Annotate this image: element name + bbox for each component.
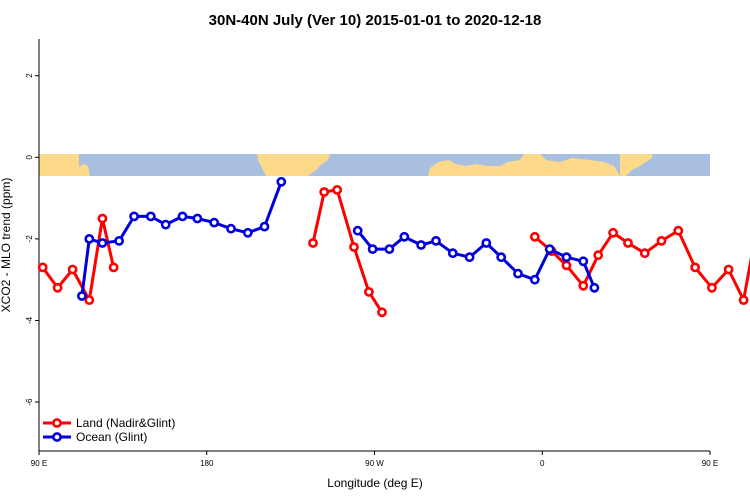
series-ocean-point: [114, 235, 124, 246]
map-land-right-edge: [620, 154, 652, 176]
series-land-point: [639, 248, 650, 259]
series-land-point: [97, 213, 108, 224]
y-axis-ticks: 2 0 -2 -4 -6: [25, 73, 39, 406]
series-land-point: [377, 307, 387, 318]
series-land-point: [67, 264, 78, 275]
series-ocean-line: [356, 229, 596, 289]
series-land-point: [108, 262, 119, 273]
series-ocean-point: [97, 238, 108, 248]
series-ocean-point: [352, 225, 363, 236]
series-ocean-point: [447, 248, 458, 259]
series-ocean-point: [226, 223, 236, 234]
series-ocean: [77, 176, 600, 301]
legend-land-label: Land (Nadir&Glint): [76, 416, 175, 430]
x-tick-label: 90 E: [702, 459, 718, 468]
map-land-left: [39, 154, 79, 176]
series-ocean-point: [529, 274, 540, 285]
series-ocean-point: [589, 282, 600, 293]
x-tick-label: 90 E: [31, 459, 47, 468]
series-land-point: [37, 262, 48, 273]
series-ocean-point: [259, 221, 270, 232]
series-ocean-line: [80, 181, 283, 297]
series-ocean-point: [481, 238, 492, 248]
series-ocean-point: [276, 176, 287, 187]
series-ocean-point: [399, 231, 410, 242]
map-land-asia-coast: [79, 164, 90, 176]
series-land-point: [608, 227, 618, 238]
series-land-point: [723, 264, 734, 275]
series-land-point: [623, 238, 633, 248]
y-tick-label: 0: [25, 155, 34, 160]
world-map-strip: [39, 154, 710, 176]
x-tick-label: 0: [540, 459, 545, 468]
legend-land-marker: [52, 418, 62, 428]
series-land-point: [561, 260, 572, 271]
series-land-point: [690, 262, 700, 273]
series-ocean-point: [84, 233, 95, 244]
y-tick-label: 2: [25, 73, 34, 78]
series-land-point: [319, 187, 330, 197]
series-land-line: [533, 229, 750, 302]
series-ocean-point: [496, 252, 507, 263]
series-ocean-point: [561, 252, 572, 263]
series-ocean-point: [145, 211, 156, 222]
series-layer: [37, 176, 750, 318]
legend-ocean-marker: [52, 432, 62, 442]
series-land-point: [738, 295, 749, 305]
legend: Land (Nadir&Glint)Ocean (Glint): [43, 416, 175, 444]
series-land-point: [332, 184, 343, 195]
series-ocean-point: [77, 291, 87, 301]
series-ocean-point: [209, 217, 220, 228]
series-land-point: [656, 235, 667, 246]
series-land-point: [84, 295, 95, 305]
series-land-point: [363, 286, 374, 297]
legend-ocean-label: Ocean (Glint): [76, 430, 147, 444]
y-tick-label: -2: [25, 235, 34, 243]
series-ocean-point: [416, 240, 426, 250]
series-land-point: [578, 280, 589, 291]
series-ocean-point: [384, 244, 395, 254]
series-land: [37, 184, 750, 318]
x-tick-label: 180: [200, 459, 214, 468]
series-ocean-point: [431, 235, 441, 246]
series-land-point: [593, 250, 604, 261]
series-ocean-point: [242, 227, 253, 238]
series-land-point: [349, 242, 359, 252]
series-land-point: [673, 225, 684, 236]
series-ocean-point: [464, 252, 475, 263]
chart-title: 30N-40N July (Ver 10) 2015-01-01 to 2020…: [209, 12, 542, 29]
map-land-europe-africa: [428, 154, 620, 176]
series-land-point: [529, 231, 540, 242]
map-land-north-america: [257, 154, 330, 176]
series-ocean-point: [544, 244, 555, 254]
series-ocean-point: [578, 256, 589, 267]
series-land-point: [308, 238, 318, 248]
x-axis-ticks: 90 E 180 90 W 0 90 E: [31, 451, 718, 468]
series-ocean-point: [177, 211, 188, 222]
y-tick-label: -6: [25, 398, 34, 406]
series-land-point: [707, 282, 717, 293]
series-ocean-point: [160, 219, 171, 230]
x-axis-label: Longitude (deg E): [327, 476, 422, 490]
series-ocean-point: [192, 213, 203, 224]
x-tick-label: 90 W: [365, 459, 384, 468]
series-ocean-point: [513, 268, 523, 279]
series-land-point: [52, 282, 63, 293]
y-axis-label: XCO2 - MLO trend (ppm): [0, 178, 13, 313]
series-ocean-point: [129, 211, 139, 222]
series-ocean-point: [367, 244, 378, 254]
y-tick-label: -4: [25, 316, 34, 324]
